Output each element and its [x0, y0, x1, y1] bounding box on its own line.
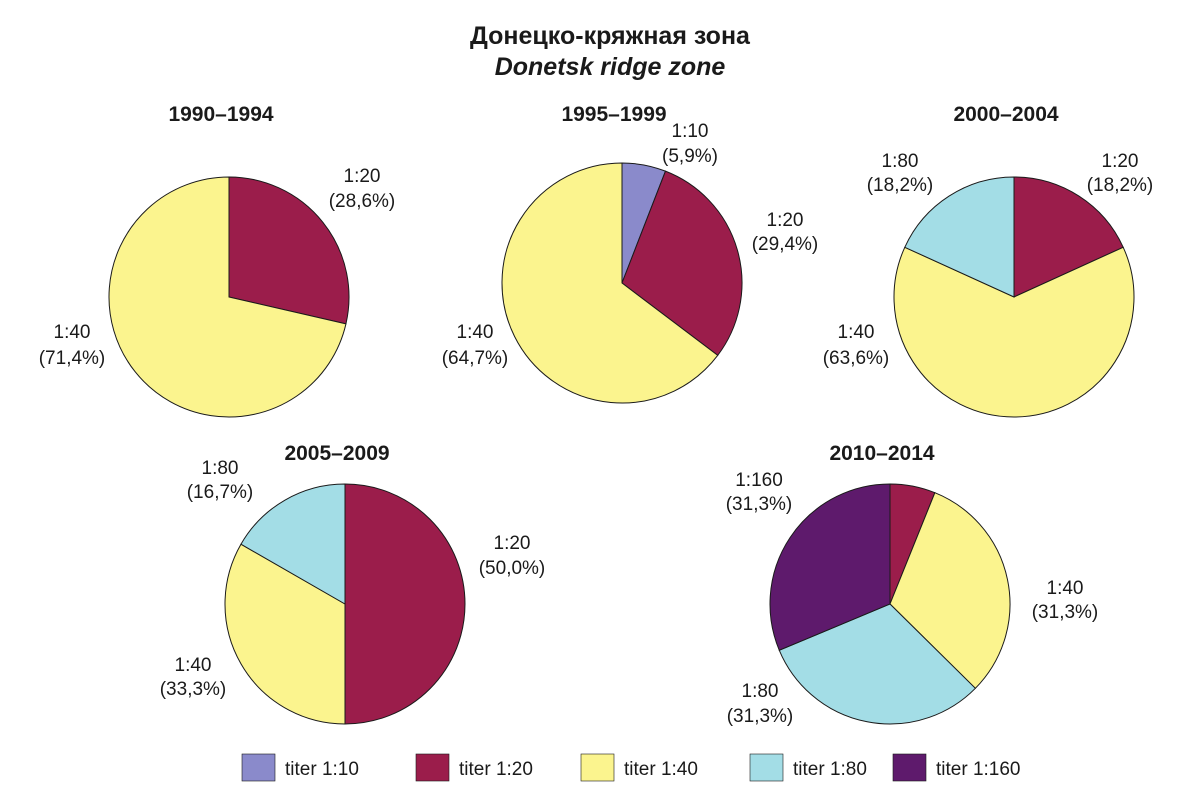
slice-label: 1:20: [344, 166, 381, 187]
slice-label: 1:80: [742, 681, 779, 702]
slice-percent-label: (33,3%): [160, 679, 227, 700]
legend-item-1-20: titer 1:20: [415, 753, 533, 782]
pie-slice-1-80: [240, 483, 346, 605]
legend-item-1-160: titer 1:160: [892, 753, 1021, 782]
pie-slice-1-20: [344, 483, 466, 725]
pie-slice-1-40: [224, 543, 346, 725]
slice-percent-label: (31,3%): [726, 494, 793, 515]
pie-title: 1995–1999: [561, 103, 666, 126]
pie-slice-1-40: [108, 176, 347, 418]
pie-chart-1995-1999: 1995–1999 1:10 (5,9%) 1:20 (29,4%) 1:40 (64,7%…: [442, 103, 819, 404]
pie-slice-1-80: [904, 176, 1015, 298]
pie-slice-1-40: [889, 492, 1011, 690]
pie-slice-1-40: [501, 162, 719, 404]
slice-percent-label: (28,6%): [329, 191, 396, 212]
slice-label: 1:10: [672, 121, 709, 142]
pie-slice-1-80: [778, 603, 977, 725]
slice-label: 1:80: [882, 151, 919, 172]
legend-swatch: [892, 753, 927, 782]
slice-label: 1:160: [735, 470, 783, 491]
legend-swatch: [241, 753, 276, 782]
figure-title: Донецко-кряжная зона: [470, 22, 751, 50]
legend-label: titer 1:20: [459, 759, 533, 780]
pie-chart-2005-2009: 2005–2009 1:20 (50,0%) 1:40 (33,3%) 1:80 (16,7…: [160, 442, 546, 725]
pie-chart-1990-1994: 1990–1994 1:20 (28,6%) 1:40 (71,4%): [39, 103, 396, 418]
slice-percent-label: (50,0%): [479, 558, 546, 579]
legend-label: titer 1:160: [936, 759, 1021, 780]
pie-charts-group: 1990–1994 1:20 (28,6%) 1:40 (71,4%) 1995–1999…: [39, 103, 1154, 727]
pie-title: 2005–2009: [284, 442, 389, 465]
slice-percent-label: (31,3%): [727, 706, 794, 727]
slice-percent-label: (18,2%): [867, 175, 934, 196]
slice-percent-label: (18,2%): [1087, 175, 1154, 196]
pie-title: 2010–2014: [829, 442, 934, 465]
legend-label: titer 1:80: [793, 759, 867, 780]
legend-swatch: [749, 753, 784, 782]
slice-percent-label: (29,4%): [752, 234, 819, 255]
legend-label: titer 1:10: [285, 759, 359, 780]
legend-item-1-80: titer 1:80: [749, 753, 867, 782]
pie-chart-2000-2004: 2000–2004 1:20 (18,2%) 1:40 (63,6%) 1:80 (18,2…: [823, 103, 1154, 418]
slice-label: 1:20: [494, 533, 531, 554]
slice-label: 1:40: [54, 322, 91, 343]
pie-title: 2000–2004: [953, 103, 1058, 126]
pie-slice-1-20: [621, 170, 743, 357]
slice-label: 1:40: [838, 322, 875, 343]
slice-percent-label: (63,6%): [823, 348, 890, 369]
legend-swatch: [580, 753, 615, 782]
legend: titer 1:10 titer 1:20 titer 1:40 titer 1:80…: [241, 753, 1021, 782]
pie-chart-2010-2014: 2010–2014 1:40 (31,3%) 1:80 (31,3%) 1:160 (31,…: [726, 442, 1099, 727]
pie-slice-1-20: [1013, 176, 1124, 298]
slice-label: 1:20: [1102, 151, 1139, 172]
slice-label: 1:20: [767, 210, 804, 231]
slice-percent-label: (16,7%): [187, 482, 254, 503]
pie-slice-1-160: [769, 483, 891, 651]
slice-label: 1:80: [202, 458, 239, 479]
slice-label: 1:40: [1047, 578, 1084, 599]
slice-label: 1:40: [175, 655, 212, 676]
pie-slice-1-40: [893, 246, 1135, 418]
slice-percent-label: (64,7%): [442, 348, 509, 369]
pie-title: 1990–1994: [168, 103, 273, 126]
legend-item-1-40: titer 1:40: [580, 753, 698, 782]
figure-subtitle: Donetsk ridge zone: [495, 53, 726, 81]
slice-label: 1:40: [457, 322, 494, 343]
slice-percent-label: (31,3%): [1032, 602, 1099, 623]
slice-percent-label: (71,4%): [39, 348, 106, 369]
legend-item-1-10: titer 1:10: [241, 753, 359, 782]
slice-percent-label: (5,9%): [662, 146, 718, 167]
pie-slice-1-20: [228, 176, 350, 325]
legend-swatch: [415, 753, 450, 782]
legend-label: titer 1:40: [624, 759, 698, 780]
